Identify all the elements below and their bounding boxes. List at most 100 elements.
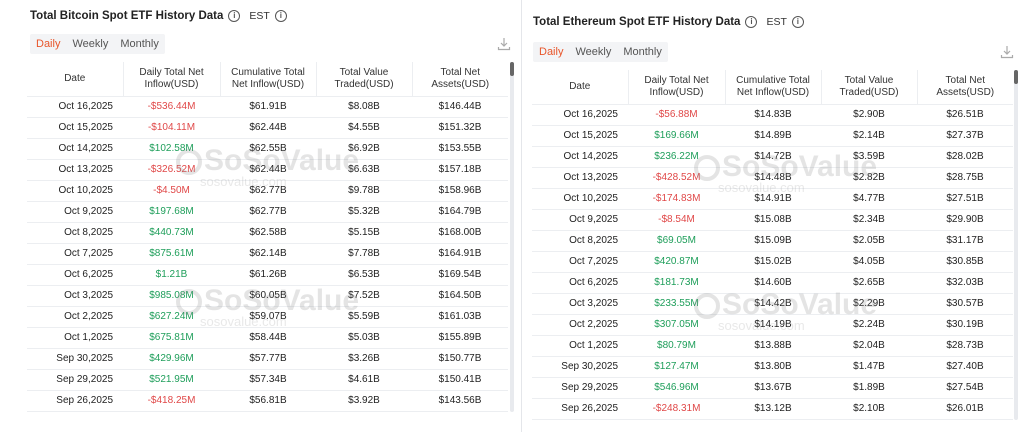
daily-inflow-cell: -$104.11M [123, 117, 220, 139]
cumulative-inflow-cell: $14.19B [725, 314, 821, 336]
col-header-date[interactable]: Date [532, 70, 628, 105]
net-assets-cell: $164.91B [412, 243, 508, 265]
daily-inflow-cell: $546.96M [628, 377, 725, 399]
value-traded-cell: $1.47B [821, 356, 917, 378]
date-cell: Oct 7,2025 [27, 243, 123, 265]
table-row: Oct 7,2025 $875.61M $62.14B $7.78B $164.91B [27, 243, 508, 265]
daily-inflow-cell: -$56.88M [628, 104, 725, 126]
btc-tab-weekly[interactable]: Weekly [72, 38, 109, 50]
col-header-net-assets[interactable]: Total Net Assets(USD) [411, 62, 508, 97]
info-icon[interactable]: i [228, 10, 241, 22]
eth-panel-title: Total Ethereum Spot ETF History Data [533, 16, 741, 28]
col-header-net-assets[interactable]: Total Net Assets(USD) [916, 70, 1013, 105]
cumulative-inflow-cell: $58.44B [220, 327, 316, 349]
cumulative-inflow-cell: $57.77B [220, 348, 316, 370]
net-assets-cell: $164.79B [412, 201, 508, 223]
cumulative-inflow-cell: $13.12B [725, 398, 821, 420]
date-cell: Sep 30,2025 [27, 348, 123, 370]
col-header-date[interactable]: Date [27, 62, 123, 97]
value-traded-cell: $4.55B [316, 117, 412, 139]
date-cell: Oct 14,2025 [532, 146, 628, 168]
col-header-daily-inflow[interactable]: Daily Total Net Inflow(USD) [122, 62, 220, 97]
value-traded-cell: $4.77B [821, 188, 917, 210]
table-row: Oct 8,2025 $69.05M $15.09B $2.05B $31.17B [532, 230, 1013, 252]
daily-inflow-cell: $80.79M [628, 335, 725, 357]
net-assets-cell: $155.89B [412, 327, 508, 349]
btc-title-row: Total Bitcoin Spot ETF History Data i ES… [30, 6, 287, 26]
date-cell: Oct 8,2025 [532, 230, 628, 252]
net-assets-cell: $28.02B [917, 146, 1013, 168]
value-traded-cell: $2.29B [821, 293, 917, 315]
date-cell: Oct 13,2025 [532, 167, 628, 189]
cumulative-inflow-cell: $56.81B [220, 390, 316, 412]
net-assets-cell: $150.41B [412, 369, 508, 391]
net-assets-cell: $30.57B [917, 293, 1013, 315]
download-icon[interactable] [1000, 45, 1014, 59]
btc-tab-daily[interactable]: Daily [36, 38, 61, 50]
table-row: Oct 6,2025 $181.73M $14.60B $2.65B $32.03B [532, 272, 1013, 294]
eth-scroll-thumb[interactable] [1014, 70, 1018, 84]
value-traded-cell: $8.08B [316, 96, 412, 118]
table-row: Oct 13,2025 -$428.52M $14.48B $2.82B $28.75B [532, 167, 1013, 189]
daily-inflow-cell: -$8.54M [628, 209, 725, 231]
timezone-info-icon[interactable]: i [791, 16, 804, 28]
net-assets-cell: $29.90B [917, 209, 1013, 231]
value-traded-cell: $2.65B [821, 272, 917, 294]
cumulative-inflow-cell: $60.05B [220, 285, 316, 307]
daily-inflow-cell: $1.21B [123, 264, 220, 286]
net-assets-cell: $157.18B [412, 159, 508, 181]
download-icon[interactable] [497, 37, 511, 51]
date-cell: Oct 10,2025 [27, 180, 123, 202]
date-cell: Sep 29,2025 [532, 377, 628, 399]
table-row: Oct 2,2025 $307.05M $14.19B $2.24B $30.19B [532, 314, 1013, 336]
btc-scrollbar[interactable] [510, 62, 514, 412]
eth-tab-monthly[interactable]: Monthly [623, 46, 662, 58]
btc-panel-title: Total Bitcoin Spot ETF History Data [30, 10, 224, 22]
col-header-cumulative-inflow[interactable]: Cumulative Total Net Inflow(USD) [219, 62, 316, 97]
value-traded-cell: $3.59B [821, 146, 917, 168]
eth-tab-weekly[interactable]: Weekly [575, 46, 612, 58]
cumulative-inflow-cell: $62.44B [220, 159, 316, 181]
daily-inflow-cell: -$428.52M [628, 167, 725, 189]
col-header-value-traded[interactable]: Total Value Traded(USD) [315, 62, 412, 97]
date-cell: Sep 26,2025 [532, 398, 628, 420]
btc-scroll-thumb[interactable] [510, 62, 514, 76]
net-assets-cell: $30.19B [917, 314, 1013, 336]
btc-period-tabs: Daily Weekly Monthly [30, 34, 165, 54]
daily-inflow-cell: $521.95M [123, 369, 220, 391]
net-assets-cell: $27.51B [917, 188, 1013, 210]
table-row: Oct 8,2025 $440.73M $62.58B $5.15B $168.00B [27, 222, 508, 244]
col-header-daily-inflow[interactable]: Daily Total Net Inflow(USD) [627, 70, 725, 105]
daily-inflow-cell: $440.73M [123, 222, 220, 244]
col-header-cumulative-inflow[interactable]: Cumulative Total Net Inflow(USD) [724, 70, 821, 105]
value-traded-cell: $2.10B [821, 398, 917, 420]
value-traded-cell: $5.15B [316, 222, 412, 244]
daily-inflow-cell: $69.05M [628, 230, 725, 252]
timezone-info-icon[interactable]: i [274, 10, 287, 22]
cumulative-inflow-cell: $59.07B [220, 306, 316, 328]
btc-tab-monthly[interactable]: Monthly [120, 38, 159, 50]
net-assets-cell: $164.50B [412, 285, 508, 307]
daily-inflow-cell: $233.55M [628, 293, 725, 315]
eth-scrollbar[interactable] [1014, 70, 1018, 420]
table-row: Oct 15,2025 $169.66M $14.89B $2.14B $27.37B [532, 125, 1013, 147]
net-assets-cell: $30.85B [917, 251, 1013, 273]
value-traded-cell: $2.14B [821, 125, 917, 147]
table-row: Oct 2,2025 $627.24M $59.07B $5.59B $161.03B [27, 306, 508, 328]
col-header-value-traded[interactable]: Total Value Traded(USD) [820, 70, 917, 105]
value-traded-cell: $2.34B [821, 209, 917, 231]
net-assets-cell: $169.54B [412, 264, 508, 286]
info-icon[interactable]: i [745, 16, 758, 28]
daily-inflow-cell: -$536.44M [123, 96, 220, 118]
eth-tab-daily[interactable]: Daily [539, 46, 564, 58]
date-cell: Oct 15,2025 [532, 125, 628, 147]
table-row: Oct 16,2025 -$536.44M $61.91B $8.08B $146.44… [27, 96, 508, 118]
value-traded-cell: $2.90B [821, 104, 917, 126]
cumulative-inflow-cell: $15.09B [725, 230, 821, 252]
daily-inflow-cell: $169.66M [628, 125, 725, 147]
date-cell: Oct 10,2025 [532, 188, 628, 210]
table-row: Sep 29,2025 $546.96M $13.67B $1.89B $27.54B [532, 377, 1013, 399]
value-traded-cell: $5.32B [316, 201, 412, 223]
daily-inflow-cell: $307.05M [628, 314, 725, 336]
cumulative-inflow-cell: $14.91B [725, 188, 821, 210]
